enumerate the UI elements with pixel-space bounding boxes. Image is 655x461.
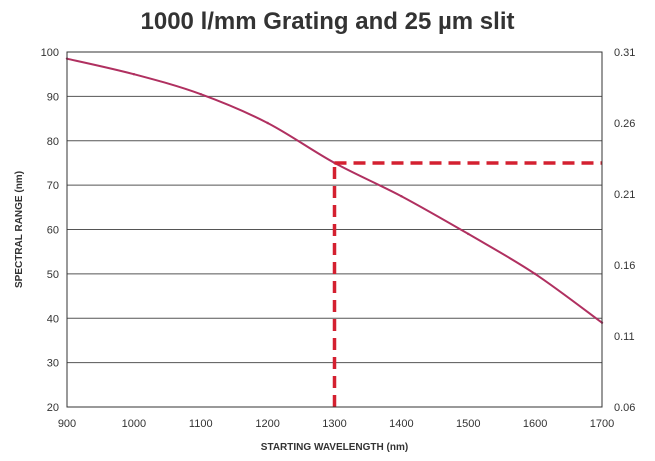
y-tick-label-60: 60: [47, 225, 59, 237]
chart-title: 1000 l/mm Grating and 25 µm slit: [140, 8, 515, 35]
series-point-1400: [400, 195, 403, 198]
plot-frame: [66, 51, 603, 408]
series-point-1000: [132, 72, 136, 76]
series-point-1500: [467, 232, 470, 236]
series-point-1600: [533, 272, 537, 276]
y2-tick-label-0.16: 0.16: [614, 260, 635, 272]
x-tick-label-1700: 1700: [590, 418, 614, 430]
y-tick-label-100: 100: [41, 47, 59, 59]
y2-tick-label-0.06: 0.06: [614, 402, 635, 414]
x-tick-label-1300: 1300: [322, 418, 346, 430]
x-tick-label-1100: 1100: [189, 418, 213, 430]
x-tick-label-1400: 1400: [389, 418, 413, 430]
y2-tick-label-0.31: 0.31: [614, 47, 635, 59]
y-tick-label-90: 90: [47, 91, 59, 103]
x-tick-label-1500: 1500: [456, 418, 480, 430]
y2-tick-label-0.26: 0.26: [614, 118, 635, 130]
y2-tick-label-0.11: 0.11: [614, 331, 635, 343]
series-point-1100: [199, 92, 202, 96]
y-tick-label-70: 70: [47, 180, 59, 192]
y-tick-label-80: 80: [47, 136, 59, 148]
y-tick-label-50: 50: [47, 269, 59, 281]
x-tick-label-1000: 1000: [122, 418, 146, 430]
y-axis-label: SPECTRAL RANGE (nm): [14, 171, 25, 288]
y-tick-label-30: 30: [47, 358, 59, 370]
series-point-1200: [266, 121, 269, 125]
y2-tick-label-0.21: 0.21: [614, 189, 635, 201]
x-tick-label-1600: 1600: [523, 418, 547, 430]
x-tick-label-1200: 1200: [255, 418, 279, 430]
x-axis-label: STARTING WAVELENGTH (nm): [261, 442, 408, 453]
tick-layer: 20 30 40 50 60 70 80 90 100 0.06 0.11 0.16 0.21 0.26 0…: [41, 47, 636, 430]
x-tick-label-900: 900: [58, 418, 76, 430]
y-tick-label-40: 40: [47, 313, 59, 325]
y-tick-label-20: 20: [47, 402, 59, 414]
annotation-layer: [332, 161, 602, 407]
